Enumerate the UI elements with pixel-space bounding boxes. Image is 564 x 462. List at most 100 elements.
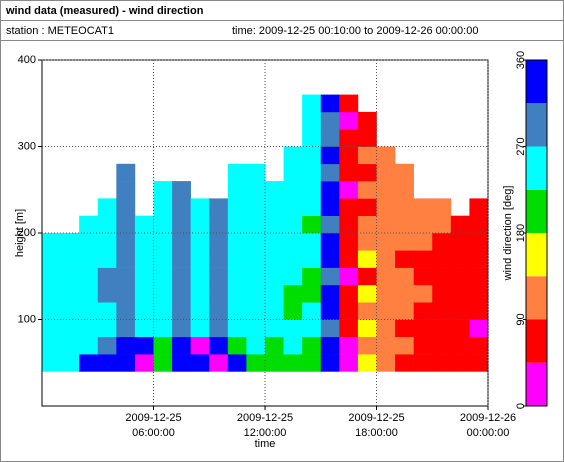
heatmap-cell [153,302,173,320]
heatmap-cell [339,354,359,372]
heatmap-cell [227,250,247,268]
heatmap-cell [450,284,470,303]
heatmap-cell [227,267,247,286]
colorbar-segment [526,276,547,320]
heatmap-cell [283,233,303,251]
heatmap-cell [116,163,136,182]
heatmap-cell [320,215,340,234]
heatmap-cell [190,250,210,268]
heatmap-cell [265,181,284,199]
heatmap-cell [469,215,489,234]
heatmap-cell [153,250,173,268]
heatmap-cell [283,163,303,182]
heatmap-cell [134,267,154,286]
heatmap-cell [320,129,340,147]
heatmap-cell [302,163,322,182]
heatmap-cell [302,215,322,234]
heatmap-cell [450,319,470,338]
heatmap-cell [320,336,340,355]
heatmap-cell [60,302,80,320]
heatmap-cell [60,319,80,338]
heatmap-cell [432,233,452,251]
heatmap-cell [227,215,247,234]
heatmap-cell [302,94,322,113]
heatmap-cell [395,181,414,199]
heatmap-cell [42,267,61,286]
heatmap-cell [97,354,117,372]
heatmap-cell [395,354,414,372]
y-tick-label: 100 [18,313,36,325]
heatmap-cell [320,198,340,216]
heatmap-cell [469,302,489,320]
heatmap-cell [42,319,61,338]
heatmap-cell [320,267,340,286]
heatmap-cell [190,267,210,286]
heatmap-cell [395,233,414,251]
heatmap-cell [265,319,284,338]
heatmap-cell [227,302,247,320]
heatmap-cell [209,319,229,338]
heatmap-cell [283,198,303,216]
heatmap-cell [190,233,210,251]
heatmap-cell [395,163,414,182]
heatmap-cell [320,181,340,199]
heatmap-cell [395,198,414,216]
heatmap-cell [469,250,489,268]
heatmap-cell [246,215,266,234]
heatmap-cell [357,319,377,338]
heatmap-cell [376,284,396,303]
colorbar-tick-label: 0 [515,403,527,409]
heatmap-cell [134,233,154,251]
heatmap-cell [450,267,470,286]
heatmap-cell [357,181,377,199]
heatmap-cell [432,302,452,320]
heatmap-cell [60,284,80,303]
heatmap-cell [190,284,210,303]
heatmap-cell [339,284,359,303]
x-axis-label: time [255,438,276,450]
heatmap-cell [283,319,303,338]
heatmap-cell [283,250,303,268]
heatmap-cell [209,336,229,355]
heatmap-cell [413,336,433,355]
heatmap-cell [302,250,322,268]
heatmap-cell [376,354,396,372]
heatmap-cell [209,267,229,286]
heatmap-cell [116,233,136,251]
heatmap-cell [432,215,452,234]
heatmap-cell [450,336,470,355]
colorbar-segment [526,319,547,363]
heatmap-cell [116,198,136,216]
heatmap-cell [376,181,396,199]
heatmap-cell [209,284,229,303]
heatmap-cell [320,319,340,338]
x-tick-label: 2009-12-26 00:00:00 [460,412,516,439]
heatmap-cell [302,129,322,147]
heatmap-cell [469,336,489,355]
heatmap-cell [134,284,154,303]
heatmap-cell [469,267,489,286]
colorbar-tick-label: 270 [515,137,527,155]
heatmap-cell [339,129,359,147]
heatmap-cell [450,354,470,372]
heatmap-cell [413,250,433,268]
heatmap-cell [339,111,359,130]
heatmap-cell [265,215,284,234]
heatmap-cell [97,198,117,216]
heatmap-cell [320,284,340,303]
heatmap-cell [134,319,154,338]
heatmap-cell [209,233,229,251]
heatmap-cell [302,354,322,372]
heatmap-cell [209,215,229,234]
heatmap-cell [42,354,61,372]
heatmap-cell [116,284,136,303]
heatmap-cell [246,233,266,251]
heatmap-cell [302,111,322,130]
heatmap-cell [339,163,359,182]
heatmap-cell [134,302,154,320]
heatmap-cell [153,215,173,234]
heatmap-cell [265,250,284,268]
heatmap-cell [246,319,266,338]
heatmap-cell [190,319,210,338]
